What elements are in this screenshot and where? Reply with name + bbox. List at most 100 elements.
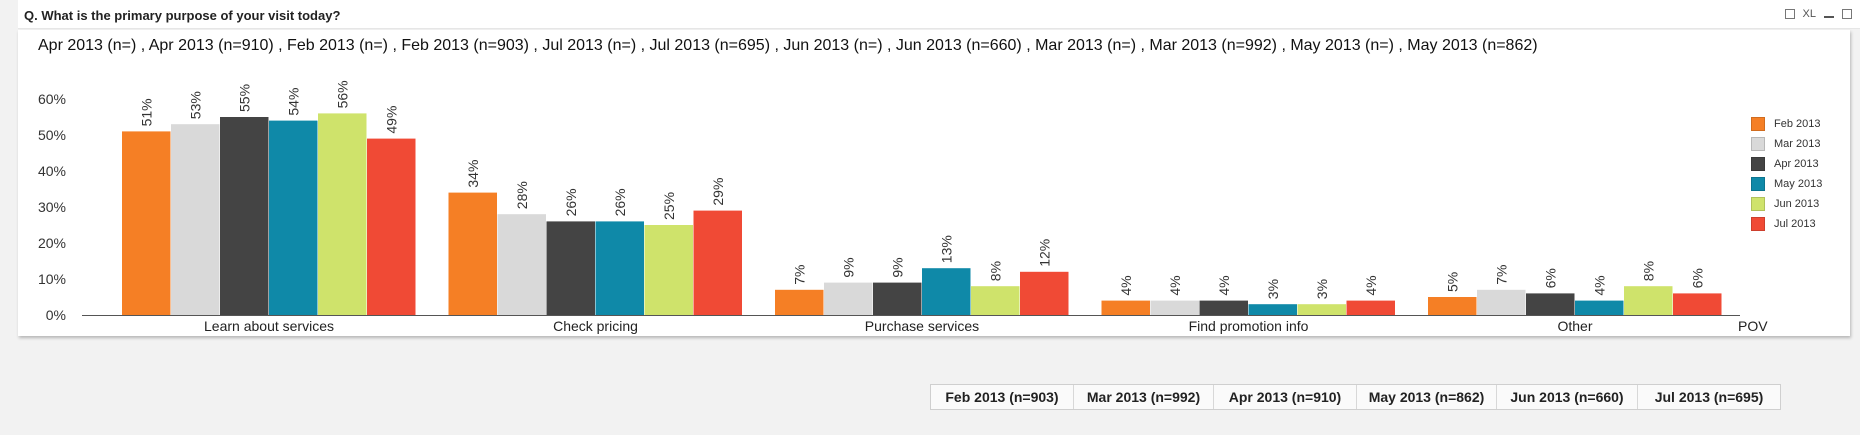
bar bbox=[922, 268, 971, 315]
legend-item: Apr 2013 bbox=[1751, 154, 1822, 174]
data-label: 4% bbox=[1592, 275, 1608, 295]
sample-size-cell: May 2013 (n=862) bbox=[1357, 385, 1497, 409]
bar bbox=[546, 221, 595, 315]
legend-label: May 2013 bbox=[1774, 178, 1823, 190]
data-label: 13% bbox=[939, 235, 955, 263]
data-label: 4% bbox=[1363, 275, 1379, 295]
legend-item: Jun 2013 bbox=[1751, 194, 1822, 214]
legend-label: Feb 2013 bbox=[1774, 118, 1821, 130]
data-label: 55% bbox=[237, 84, 253, 112]
sample-size-cell: Jun 2013 (n=660) bbox=[1497, 385, 1638, 409]
minimize-icon[interactable] bbox=[1824, 16, 1834, 18]
sample-size-cell: Apr 2013 (n=910) bbox=[1214, 385, 1357, 409]
bar bbox=[1575, 300, 1624, 315]
bar bbox=[595, 221, 644, 315]
legend-item: May 2013 bbox=[1751, 174, 1822, 194]
data-label: 26% bbox=[612, 188, 628, 216]
legend-label: Apr 2013 bbox=[1774, 158, 1819, 170]
bar bbox=[1101, 300, 1150, 315]
chart-legend: Feb 2013 Mar 2013 Apr 2013 May 2013 Jun 2013… bbox=[1751, 114, 1822, 234]
bar bbox=[367, 138, 416, 315]
data-label: 4% bbox=[1167, 275, 1183, 295]
data-label: 34% bbox=[465, 160, 481, 188]
sample-size-cell: Mar 2013 (n=992) bbox=[1074, 385, 1214, 409]
legend-item: Feb 2013 bbox=[1751, 114, 1822, 134]
legend-swatch bbox=[1751, 197, 1765, 211]
bar bbox=[1346, 300, 1395, 315]
bar bbox=[1477, 289, 1526, 315]
x-axis-extra-label: POV bbox=[1738, 318, 1768, 334]
legend-item: Jul 2013 bbox=[1751, 214, 1822, 234]
data-label: 6% bbox=[1690, 268, 1706, 288]
bar bbox=[873, 282, 922, 315]
legend-label: Jun 2013 bbox=[1774, 198, 1820, 210]
data-label: 53% bbox=[188, 91, 204, 119]
bar bbox=[775, 289, 824, 315]
data-label: 9% bbox=[841, 257, 857, 277]
bar bbox=[1297, 304, 1346, 315]
sample-size-cell: Jul 2013 (n=695) bbox=[1654, 389, 1764, 405]
data-label: 7% bbox=[1494, 265, 1510, 285]
bar bbox=[1020, 271, 1069, 315]
bar bbox=[220, 117, 269, 315]
data-label: 54% bbox=[286, 88, 302, 116]
data-label: 9% bbox=[890, 257, 906, 277]
data-label: 12% bbox=[1037, 239, 1053, 267]
bar bbox=[824, 282, 873, 315]
bar bbox=[644, 225, 693, 315]
data-label: 4% bbox=[1216, 275, 1232, 295]
legend-label: Jul 2013 bbox=[1774, 218, 1816, 230]
bar bbox=[1248, 304, 1297, 315]
y-tick-label: 10% bbox=[38, 271, 66, 287]
bar bbox=[1199, 300, 1248, 315]
bar bbox=[122, 131, 171, 315]
y-tick-label: 40% bbox=[38, 163, 66, 179]
y-tick-label: 50% bbox=[38, 127, 66, 143]
legend-swatch bbox=[1751, 177, 1765, 191]
data-label: 49% bbox=[384, 106, 400, 134]
legend-swatch bbox=[1751, 217, 1765, 231]
data-label: 6% bbox=[1543, 268, 1559, 288]
window-controls: XL bbox=[1784, 8, 1852, 20]
data-label: 8% bbox=[988, 261, 1004, 281]
legend-item: Mar 2013 bbox=[1751, 134, 1822, 154]
data-label: 3% bbox=[1265, 279, 1281, 299]
y-tick-label: 30% bbox=[38, 199, 66, 215]
bar bbox=[318, 113, 367, 316]
legend-swatch bbox=[1751, 137, 1765, 151]
data-label: 26% bbox=[563, 188, 579, 216]
y-tick-label: 60% bbox=[38, 91, 66, 107]
data-label: 28% bbox=[514, 181, 530, 209]
title-bar: Q. What is the primary purpose of your v… bbox=[18, 0, 1860, 29]
y-tick-label: 20% bbox=[38, 235, 66, 251]
sample-size-bar: Feb 2013 (n=903) Mar 2013 (n=992) Apr 2013… bbox=[930, 384, 1781, 410]
bar bbox=[448, 192, 497, 315]
bar bbox=[497, 214, 546, 315]
legend-swatch bbox=[1751, 117, 1765, 131]
data-label: 25% bbox=[661, 192, 677, 220]
x-category-label: Check pricing bbox=[553, 318, 638, 334]
data-label: 56% bbox=[335, 80, 351, 108]
x-category-label: Purchase services bbox=[865, 318, 979, 334]
sample-size-cell: Feb 2013 (n=903) bbox=[931, 385, 1074, 409]
x-category-label: Find promotion info bbox=[1189, 318, 1309, 334]
xl-export-button[interactable]: XL bbox=[1802, 8, 1816, 20]
x-category-label: Other bbox=[1557, 318, 1592, 334]
x-category-label: Learn about services bbox=[204, 318, 334, 334]
data-label: 8% bbox=[1641, 261, 1657, 281]
print-icon[interactable] bbox=[1784, 9, 1795, 19]
bar bbox=[1526, 293, 1575, 315]
legend-label: Mar 2013 bbox=[1774, 138, 1821, 150]
data-label: 4% bbox=[1118, 275, 1134, 295]
bar bbox=[1624, 286, 1673, 315]
maximize-icon[interactable] bbox=[1842, 9, 1852, 19]
data-label: 5% bbox=[1445, 272, 1461, 292]
data-label: 29% bbox=[710, 178, 726, 206]
data-label: 3% bbox=[1314, 279, 1330, 299]
bar bbox=[171, 124, 220, 315]
bar bbox=[1150, 300, 1199, 315]
chart-subtitle: Apr 2013 (n=) , Apr 2013 (n=910) , Feb 2… bbox=[38, 37, 1538, 54]
bar bbox=[693, 210, 742, 315]
data-label: 7% bbox=[792, 265, 808, 285]
